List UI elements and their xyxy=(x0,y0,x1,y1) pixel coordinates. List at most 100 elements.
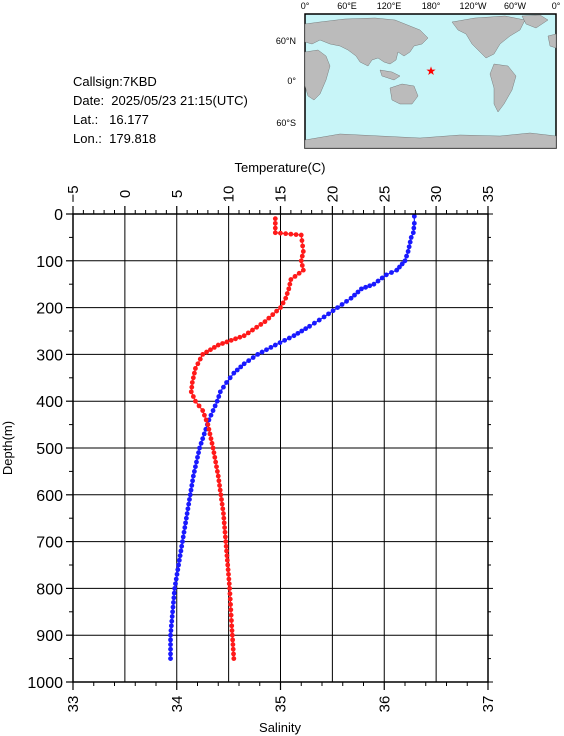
salinity-point xyxy=(200,408,206,413)
temperature-point xyxy=(352,292,357,298)
map-lon-label: 180° xyxy=(422,1,441,11)
temperature-point xyxy=(348,295,354,301)
temperature-point xyxy=(212,403,218,409)
temperature-point xyxy=(344,298,349,304)
temperature-point xyxy=(181,529,187,535)
salinity-point xyxy=(219,497,224,502)
salinity-point xyxy=(207,431,213,437)
salinity-point xyxy=(217,487,223,493)
salinity-point xyxy=(221,515,227,521)
salinity-point xyxy=(214,464,219,470)
salinity-point xyxy=(250,327,255,333)
temperature-point xyxy=(168,642,173,647)
salinity-point xyxy=(233,336,238,342)
temperature-point xyxy=(371,281,377,287)
temperature-point xyxy=(406,244,412,250)
temperature-point xyxy=(193,464,198,470)
temperature-point xyxy=(299,328,305,334)
salinity-point xyxy=(214,469,220,474)
temperature-tick-label: 30 xyxy=(428,186,445,203)
temperature-point xyxy=(238,364,244,370)
temperature-point xyxy=(375,278,381,284)
salinity-point xyxy=(288,231,294,237)
salinity-point xyxy=(298,232,304,238)
salinity-point xyxy=(224,553,230,559)
salinity-point xyxy=(254,324,260,330)
temperature-point xyxy=(397,264,402,270)
callsign-text: Callsign:7KBD xyxy=(73,74,157,89)
temperature-point xyxy=(189,483,195,488)
temperature-point xyxy=(234,367,240,373)
salinity-point xyxy=(226,576,232,582)
salinity-point xyxy=(222,534,228,540)
salinity-point xyxy=(283,231,289,237)
longitude-text: Lon.: 179.818 xyxy=(73,131,157,146)
temperature-point xyxy=(191,469,197,474)
land-south-america xyxy=(489,63,517,113)
depth-tick-label: 400 xyxy=(36,394,63,411)
latitude-text: Lat.: 16.177 xyxy=(73,112,149,127)
salinity-point xyxy=(272,230,278,236)
temperature-tick-label: 5 xyxy=(169,190,186,198)
salinity-point xyxy=(190,375,196,381)
temperature-point xyxy=(330,308,336,314)
map-lat-label: 60°N xyxy=(276,36,296,46)
salinity-point xyxy=(220,506,226,512)
temperature-point xyxy=(198,440,204,446)
depth-tick-label: 100 xyxy=(36,254,63,271)
salinity-point xyxy=(203,417,209,423)
salinity-point xyxy=(288,277,294,282)
temperature-point xyxy=(259,349,265,355)
temperature-point xyxy=(168,623,174,629)
salinity-point xyxy=(229,628,235,633)
salinity-point xyxy=(204,349,209,355)
salinity-point xyxy=(299,253,305,259)
temperature-tick-label: 10 xyxy=(221,186,238,203)
temperature-point xyxy=(272,342,278,348)
salinity-point xyxy=(230,646,236,652)
plot-frame xyxy=(72,213,489,683)
temperature-tick-label: 15 xyxy=(273,186,290,203)
salinity-point xyxy=(274,308,280,314)
salinity-point xyxy=(221,511,226,516)
temperature-point xyxy=(180,534,186,540)
salinity-point xyxy=(287,281,293,287)
temperature-point xyxy=(214,398,220,404)
temperature-point xyxy=(201,431,207,437)
temperature-point xyxy=(291,333,297,339)
salinity-point xyxy=(217,483,222,488)
temperature-point xyxy=(197,445,202,451)
temperature-point xyxy=(326,311,331,317)
temperature-point xyxy=(194,459,199,465)
map-top-labels: 0° 60°E 120°E 180° 120°W 60°W 0° xyxy=(301,1,561,11)
salinity-point xyxy=(213,459,219,465)
salinity-point xyxy=(208,347,213,353)
map-lon-label: 0° xyxy=(301,1,310,11)
salinity-tick-label: 34 xyxy=(169,696,186,713)
temperature-point xyxy=(268,344,274,350)
temperature-point xyxy=(173,581,178,587)
temperature-tick-label: 0 xyxy=(117,190,134,198)
salinity-point xyxy=(195,361,201,367)
map-lon-label: 120°E xyxy=(377,1,402,11)
salinity-point xyxy=(224,548,229,554)
temperature-point xyxy=(303,326,309,332)
temperature-point xyxy=(311,320,317,326)
temperature-point xyxy=(295,330,301,336)
temperature-point xyxy=(177,553,183,559)
land-antarctica xyxy=(304,132,557,149)
land-australia xyxy=(389,83,419,105)
temperature-point xyxy=(394,267,400,273)
temperature-point xyxy=(168,651,173,657)
salinity-point xyxy=(262,319,268,325)
land-africa xyxy=(304,49,331,101)
salinity-point xyxy=(222,525,228,530)
temperature-point xyxy=(404,253,409,259)
salinity-point xyxy=(225,567,231,573)
temperature-point xyxy=(173,576,179,582)
temperature-point xyxy=(227,375,233,381)
temperature-point xyxy=(168,656,173,661)
salinity-point xyxy=(200,352,206,357)
salinity-tick-label: 36 xyxy=(376,696,393,713)
